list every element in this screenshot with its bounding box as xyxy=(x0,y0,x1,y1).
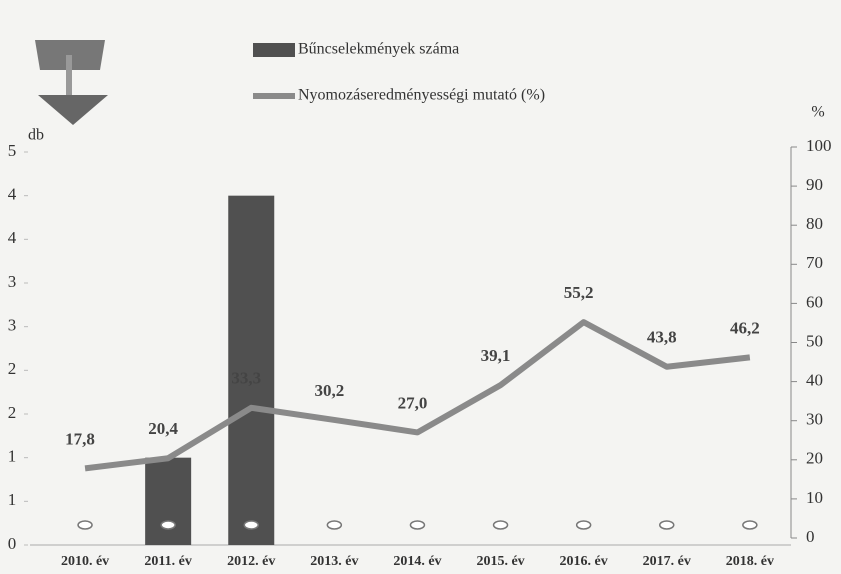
y2-tick-label: 90 xyxy=(806,175,823,194)
y-tick-label: 4 xyxy=(8,228,17,247)
bar-base-marker xyxy=(659,520,675,530)
data-label: 46,2 xyxy=(730,318,760,337)
y2-tick-label: 0 xyxy=(806,527,815,546)
bar-base-marker xyxy=(160,520,176,530)
legend-swatch xyxy=(253,43,295,57)
x-tick-label: 2014. év xyxy=(393,554,441,569)
y2-tick-label: 80 xyxy=(806,214,823,233)
y-tick-label: 3 xyxy=(8,272,17,291)
y-tick-label: 0 xyxy=(8,534,17,553)
y2-axis-title: % xyxy=(811,104,824,121)
y-tick-label: 5 xyxy=(8,141,17,160)
x-tick-label: 2018. év xyxy=(726,554,774,569)
x-tick-label: 2015. év xyxy=(476,554,524,569)
y-axis-title: db xyxy=(28,127,44,144)
y2-tick-label: 10 xyxy=(806,488,823,507)
bar-base-marker xyxy=(575,520,592,530)
bar-base-marker xyxy=(326,520,343,530)
x-tick-label: 2013. év xyxy=(310,554,358,569)
x-tick-label: 2011. év xyxy=(144,554,191,569)
y-tick-label: 1 xyxy=(8,490,17,509)
y2-tick-label: 60 xyxy=(806,292,823,311)
y2-tick-label: 100 xyxy=(806,136,832,155)
bar xyxy=(228,195,275,545)
bar-base-marker xyxy=(243,520,259,530)
bar xyxy=(145,457,192,545)
data-label: 39,1 xyxy=(481,346,511,365)
y-tick-label: 4 xyxy=(8,185,17,204)
y2-tick-label: 70 xyxy=(806,253,823,272)
data-label: 27,0 xyxy=(398,393,428,412)
data-label: 55,2 xyxy=(564,283,594,302)
y2-tick-label: 40 xyxy=(806,371,823,390)
x-tick-label: 2012. év xyxy=(227,554,275,569)
y-tick-label: 2 xyxy=(8,359,17,378)
y-tick-label: 1 xyxy=(8,447,17,466)
bar-base-marker xyxy=(492,520,509,530)
data-label: 30,2 xyxy=(314,381,344,400)
bar-base-marker xyxy=(409,520,426,530)
legend-label: Nyomozáseredményességi mutató (%) xyxy=(298,87,545,104)
y-tick-label: 2 xyxy=(8,403,17,422)
y-tick-label: 3 xyxy=(8,316,17,335)
data-label: 43,8 xyxy=(647,328,677,347)
bar-base-marker xyxy=(742,520,758,530)
bar-base-marker xyxy=(77,520,93,530)
x-tick-label: 2016. év xyxy=(560,554,608,569)
data-label: 20,4 xyxy=(148,419,178,438)
x-tick-label: 2010. év xyxy=(61,554,109,569)
y2-tick-label: 50 xyxy=(806,331,823,350)
data-label: 17,8 xyxy=(65,429,95,448)
line xyxy=(84,319,751,472)
x-tick-label: 2017. év xyxy=(643,554,691,569)
y2-tick-label: 30 xyxy=(806,410,823,429)
data-label: 33,3 xyxy=(231,369,261,388)
logo xyxy=(35,40,108,125)
y2-tick-label: 20 xyxy=(806,449,823,468)
legend-label: Bűncselekmények száma xyxy=(298,41,459,58)
